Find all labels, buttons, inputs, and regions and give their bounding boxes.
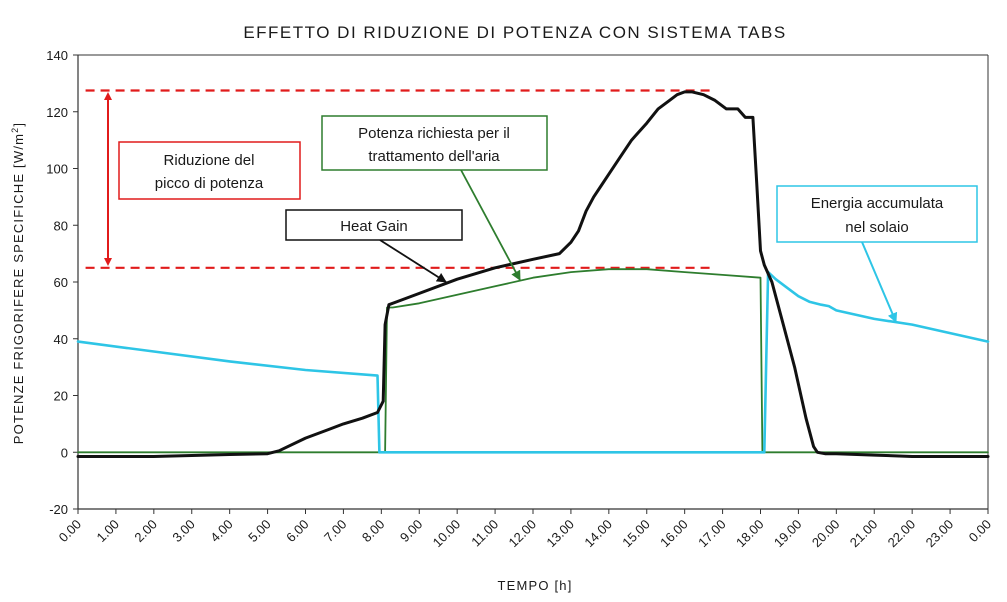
x-tick-label: 10.00: [430, 517, 464, 551]
annotation-air-box: [321, 115, 548, 171]
y-tick-label: -20: [49, 502, 68, 517]
x-tick-label: 19.00: [771, 517, 805, 551]
y-axis-label-main: POTENZE FRIGORIFERE SPECIFICHE [W/m: [11, 133, 26, 444]
x-tick-label: 0.00: [56, 517, 85, 546]
y-tick-label: 80: [54, 218, 68, 233]
x-tick-label: 0.00: [966, 517, 995, 546]
air-treatment-line: [77, 268, 989, 454]
x-tick-label: 14.00: [581, 517, 615, 551]
annotation-energy-box: [776, 185, 978, 243]
chart-title: EFFETTO DI RIDUZIONE DI POTENZA CON SIST…: [243, 23, 786, 42]
x-tick-label: 5.00: [245, 517, 274, 546]
x-tick-label: 9.00: [397, 517, 426, 546]
x-tick-label: 4.00: [207, 517, 236, 546]
x-tick-label: 20.00: [809, 517, 843, 551]
x-tick-label: 16.00: [657, 517, 691, 551]
annotation-air: Potenza richiesta per il trattamento del…: [321, 115, 548, 171]
annotation-air-line2: trattamento dell'aria: [368, 148, 500, 165]
x-tick-label: 17.00: [695, 517, 729, 551]
y-axis-label-close: ]: [11, 122, 26, 127]
annotation-energy-line1: Energia accumulata: [811, 195, 944, 212]
heat-gain-pointer: [379, 239, 447, 283]
annotation-riduzione-line2: picco di potenza: [155, 175, 264, 192]
y-axis-label: POTENZE FRIGORIFERE SPECIFICHE [W/m2]: [10, 122, 26, 444]
annotation-heat-gain-text: Heat Gain: [340, 218, 408, 235]
annotation-energy: Energia accumulata nel solaio: [776, 185, 978, 243]
y-tick-label: 100: [46, 162, 68, 177]
annotation-heat-gain: Heat Gain: [285, 209, 463, 241]
stored-energy-line: [76, 270, 990, 454]
x-tick-label: 15.00: [619, 517, 653, 551]
series: [76, 90, 990, 458]
annotation-riduzione-line1: Riduzione del: [164, 152, 255, 169]
stored-energy-pointer: [861, 241, 898, 323]
x-tick-label: 13.00: [543, 517, 577, 551]
x-tick-label: 1.00: [94, 517, 123, 546]
x-tick-label: 22.00: [885, 517, 919, 551]
x-tick-label: 2.00: [131, 517, 160, 546]
heat-gain-line: [76, 90, 990, 458]
x-axis-label: TEMPO [h]: [497, 578, 572, 593]
x-tick-label: 12.00: [506, 517, 540, 551]
y-tick-label: 40: [54, 332, 68, 347]
annotation-air-line1: Potenza richiesta per il: [358, 125, 510, 142]
x-tick-label: 11.00: [468, 517, 501, 550]
x-tick-label: 6.00: [283, 517, 312, 546]
x-tick-label: 21.00: [847, 517, 881, 551]
y-tick-label: 120: [46, 105, 68, 120]
y-axis-label-sup: 2: [10, 127, 20, 133]
annotation-riduzione: Riduzione del picco di potenza: [118, 141, 301, 200]
air-treatment-pointer: [460, 169, 521, 281]
y-tick-label: 20: [54, 389, 68, 404]
annotation-energy-line2: nel solaio: [845, 219, 908, 236]
x-tick-label: 3.00: [169, 517, 198, 546]
y-tick-label: 60: [54, 275, 68, 290]
x-tick-label: 18.00: [733, 517, 767, 551]
annotation-riduzione-box: [118, 141, 301, 200]
x-tick-label: 23.00: [923, 517, 957, 551]
annotation-heat-gain-box: [285, 209, 463, 241]
x-tick-label: 8.00: [359, 517, 388, 546]
y-tick-label: 0: [61, 445, 68, 460]
y-tick-label: 140: [46, 48, 68, 63]
x-tick-label: 7.00: [321, 517, 350, 546]
